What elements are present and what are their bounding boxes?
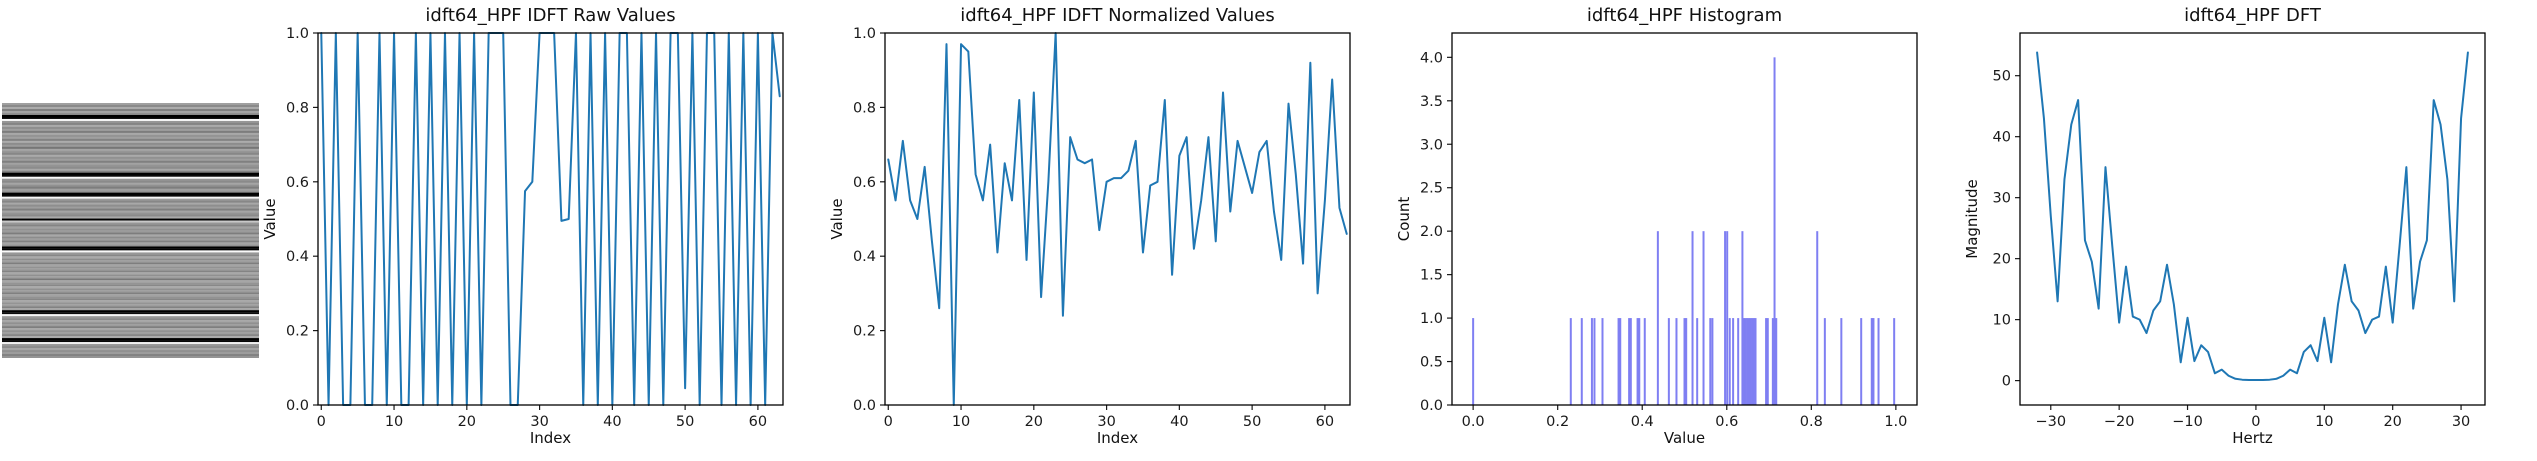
svg-text:0.6: 0.6: [286, 175, 309, 191]
chart-title: idft64_HPF DFT: [2184, 5, 2321, 26]
svg-text:10: 10: [952, 414, 970, 430]
svg-text:30: 30: [1993, 191, 2011, 207]
reconstructed-image-panel: [2, 103, 259, 358]
grayscale-stripe-image: [2, 103, 259, 358]
svg-text:0.8: 0.8: [286, 100, 309, 116]
chart-title: idft64_HPF IDFT Normalized Values: [960, 5, 1275, 26]
svg-text:0: 0: [2251, 414, 2260, 430]
dft-plot-area: −30 −20 −10 0 10 20 30 0 10 20 30 40 50: [1945, 0, 2505, 461]
svg-text:20: 20: [1993, 252, 2011, 268]
chart-title: idft64_HPF Histogram: [1586, 5, 1783, 26]
svg-text:−20: −20: [2104, 414, 2135, 430]
svg-text:50: 50: [676, 414, 694, 430]
svg-text:30: 30: [1097, 414, 1115, 430]
svg-text:0.0: 0.0: [1420, 398, 1443, 414]
svg-text:10: 10: [2315, 414, 2333, 430]
raw-values-plot-area: 0 10 20 30 40 50 60 0.0 0.2 0.4 0.6 0.8 1.0: [243, 0, 803, 461]
svg-text:0.8: 0.8: [1800, 414, 1823, 430]
svg-text:1.0: 1.0: [1420, 311, 1443, 327]
svg-text:0: 0: [317, 414, 326, 430]
svg-text:3.0: 3.0: [1420, 137, 1443, 153]
svg-text:1.5: 1.5: [1420, 268, 1443, 284]
svg-text:2.0: 2.0: [1420, 224, 1443, 240]
svg-text:10: 10: [1993, 313, 2011, 329]
normalized-values-chart-panel: idft64_HPF IDFT Normalized Values Value …: [810, 0, 1370, 461]
svg-text:50: 50: [1243, 414, 1261, 430]
svg-text:0.5: 0.5: [1420, 355, 1443, 371]
normalized-values-plot-area: 0 10 20 30 40 50 60 0.0 0.2 0.4 0.6 0.8 1.0: [810, 0, 1370, 461]
svg-text:40: 40: [1170, 414, 1188, 430]
x-axis-label: Value: [1663, 429, 1706, 447]
svg-text:−30: −30: [2035, 414, 2066, 430]
svg-text:1.0: 1.0: [286, 26, 309, 42]
svg-text:−10: −10: [2172, 414, 2203, 430]
svg-text:3.5: 3.5: [1420, 94, 1443, 110]
histogram-chart-panel: idft64_HPF Histogram Count Value 0.0 0.2 0…: [1377, 0, 1937, 461]
raw-values-chart-panel: idft64_HPF IDFT Raw Values Value Index 0…: [243, 0, 803, 461]
svg-text:2.5: 2.5: [1420, 181, 1443, 197]
svg-text:20: 20: [458, 414, 476, 430]
dft-chart-panel: idft64_HPF DFT Magnitude Hertz −30 −20 −10…: [1945, 0, 2505, 461]
svg-text:50: 50: [1993, 69, 2011, 85]
svg-text:0.0: 0.0: [1462, 414, 1485, 430]
svg-text:0.2: 0.2: [853, 324, 876, 340]
svg-text:0.2: 0.2: [1546, 414, 1569, 430]
svg-text:30: 30: [2452, 414, 2470, 430]
svg-text:0.6: 0.6: [1715, 414, 1738, 430]
svg-text:0.0: 0.0: [853, 398, 876, 414]
svg-text:0.4: 0.4: [286, 249, 309, 265]
x-axis-label: Index: [529, 429, 572, 447]
svg-text:0.8: 0.8: [853, 100, 876, 116]
svg-text:0.2: 0.2: [286, 324, 309, 340]
svg-text:1.0: 1.0: [853, 26, 876, 42]
chart-title: idft64_HPF IDFT Raw Values: [425, 5, 676, 26]
histogram-plot-area: 0.0 0.2 0.4 0.6 0.8 1.0 0.0 0.5 1.0 1.5 2.0 2.5 3.0 3…: [1377, 0, 1937, 461]
svg-text:20: 20: [2383, 414, 2401, 430]
svg-text:0: 0: [884, 414, 893, 430]
svg-text:0.0: 0.0: [286, 398, 309, 414]
svg-text:60: 60: [749, 414, 767, 430]
svg-text:40: 40: [603, 414, 621, 430]
x-axis-label: Index: [1096, 429, 1139, 447]
svg-text:0.4: 0.4: [1631, 414, 1654, 430]
svg-text:60: 60: [1316, 414, 1334, 430]
svg-text:4.0: 4.0: [1420, 50, 1443, 66]
svg-text:30: 30: [530, 414, 548, 430]
svg-text:20: 20: [1025, 414, 1043, 430]
svg-text:10: 10: [385, 414, 403, 430]
svg-text:1.0: 1.0: [1884, 414, 1907, 430]
x-axis-label: Hertz: [2232, 429, 2273, 447]
svg-text:40: 40: [1993, 130, 2011, 146]
svg-text:0.6: 0.6: [853, 175, 876, 191]
svg-text:0: 0: [2002, 374, 2011, 390]
svg-text:0.4: 0.4: [853, 249, 876, 265]
